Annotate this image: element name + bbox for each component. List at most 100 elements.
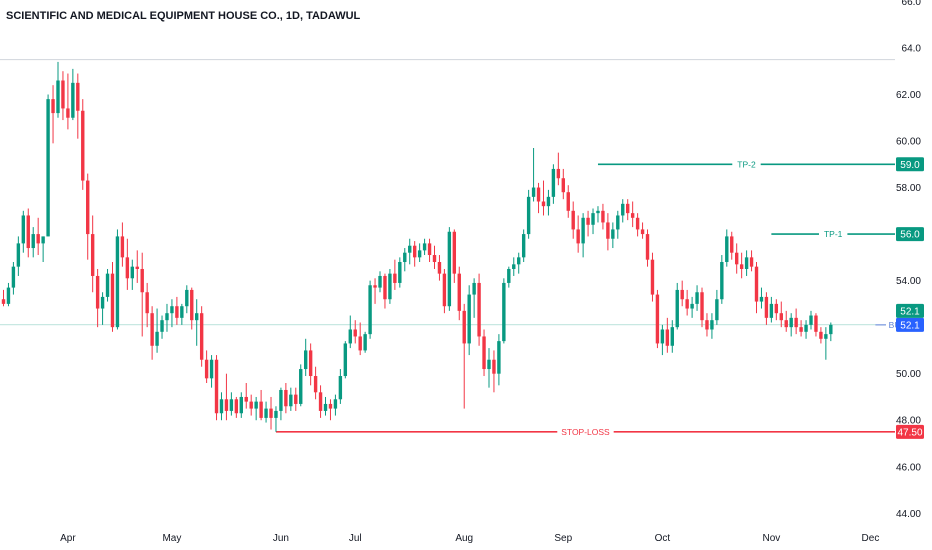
candle-body bbox=[90, 234, 95, 276]
candle-body bbox=[51, 99, 55, 114]
candle-body bbox=[789, 317, 793, 328]
candle-body bbox=[744, 257, 749, 269]
y-axis[interactable]: 44.0046.0048.0050.0052.0054.0056.0058.00… bbox=[896, 0, 921, 520]
candle-body bbox=[427, 243, 432, 256]
buy-badge-bg bbox=[896, 317, 924, 332]
candle bbox=[130, 259, 135, 290]
candle-body bbox=[497, 341, 501, 374]
candle-body bbox=[333, 399, 338, 409]
candle bbox=[86, 173, 90, 260]
candle-body bbox=[115, 236, 120, 328]
x-tick-label: Sep bbox=[554, 533, 572, 544]
candle bbox=[492, 350, 496, 393]
candle bbox=[308, 343, 313, 386]
y-tick-label: 48.00 bbox=[896, 416, 921, 427]
candle-body bbox=[467, 294, 471, 344]
candle bbox=[145, 282, 149, 328]
candle-body bbox=[229, 399, 234, 411]
candle bbox=[829, 322, 833, 342]
x-axis[interactable]: Apr May Jun Jul Aug Sep Oct Nov Dec bbox=[60, 533, 879, 544]
candle bbox=[452, 229, 457, 283]
candle-body bbox=[630, 213, 635, 218]
stop-loss-level[interactable]: STOP-LOSS bbox=[275, 426, 895, 437]
tp-1-level[interactable]: TP-1 bbox=[771, 229, 895, 240]
candle bbox=[338, 369, 343, 404]
candle bbox=[749, 250, 754, 272]
candle bbox=[422, 238, 427, 256]
candle-body bbox=[536, 187, 541, 202]
candle bbox=[586, 210, 590, 237]
candle bbox=[180, 303, 184, 325]
candle-body bbox=[140, 268, 144, 293]
candle bbox=[279, 387, 283, 421]
candle-body bbox=[779, 313, 783, 321]
y-tick-label: 50.00 bbox=[896, 369, 921, 380]
candle-body bbox=[150, 313, 154, 346]
candle-body bbox=[289, 394, 293, 407]
candle-body bbox=[512, 264, 516, 269]
candle bbox=[521, 229, 526, 263]
candle bbox=[165, 303, 169, 332]
x-tick-label: May bbox=[162, 533, 181, 544]
candle-body bbox=[353, 329, 357, 337]
candle-body bbox=[739, 264, 744, 269]
tp-2-badge: 59.0 bbox=[896, 157, 924, 172]
candle-body bbox=[422, 243, 427, 251]
candle-body bbox=[61, 80, 65, 109]
candle bbox=[804, 320, 808, 339]
candle-body bbox=[100, 296, 105, 309]
candle bbox=[289, 387, 293, 411]
candle-body bbox=[730, 236, 734, 253]
candle-body bbox=[759, 296, 764, 302]
candle bbox=[328, 399, 333, 421]
candle bbox=[690, 296, 694, 318]
candle-body bbox=[46, 99, 50, 237]
candle-body bbox=[224, 399, 229, 411]
candle-body bbox=[185, 289, 189, 307]
candle-body bbox=[626, 203, 630, 214]
candle bbox=[730, 231, 734, 260]
candle bbox=[566, 185, 570, 218]
candle-body bbox=[432, 255, 437, 263]
candle bbox=[541, 180, 546, 216]
candle bbox=[507, 266, 511, 288]
candle-body bbox=[16, 243, 21, 267]
buy-badge-text: 52.1 bbox=[900, 320, 920, 331]
candle bbox=[199, 306, 204, 367]
tp-2-level[interactable]: TP-2 bbox=[597, 159, 895, 170]
candle-body bbox=[408, 245, 412, 253]
candle bbox=[556, 152, 561, 186]
candle bbox=[616, 210, 620, 239]
candle-body bbox=[566, 192, 570, 211]
candle bbox=[170, 299, 174, 328]
candle bbox=[665, 317, 670, 353]
stop-loss-label-bg bbox=[557, 426, 614, 437]
x-tick-label: Nov bbox=[762, 533, 780, 544]
candle bbox=[814, 313, 818, 337]
candle-body bbox=[715, 299, 719, 321]
candle-body bbox=[214, 359, 219, 414]
candle bbox=[175, 296, 179, 325]
candle bbox=[482, 329, 486, 377]
candle bbox=[759, 287, 764, 309]
candle bbox=[358, 322, 362, 356]
candle-body bbox=[398, 262, 402, 283]
candle bbox=[774, 299, 779, 321]
candle bbox=[784, 310, 788, 332]
candle bbox=[695, 285, 699, 311]
candle bbox=[551, 164, 556, 204]
x-tick-label: Oct bbox=[655, 533, 671, 544]
candle bbox=[41, 236, 45, 263]
last-price-badge-bg bbox=[896, 303, 924, 318]
candle-body bbox=[685, 299, 689, 309]
candle bbox=[769, 296, 774, 323]
candle bbox=[140, 252, 144, 337]
candle-body bbox=[338, 376, 343, 400]
candle bbox=[606, 213, 610, 251]
candle bbox=[680, 280, 684, 307]
candle bbox=[224, 373, 229, 421]
candle-body bbox=[492, 359, 496, 374]
candle bbox=[640, 222, 645, 239]
chart-title: SCIENTIFIC AND MEDICAL EQUIPMENT HOUSE C… bbox=[6, 10, 361, 22]
